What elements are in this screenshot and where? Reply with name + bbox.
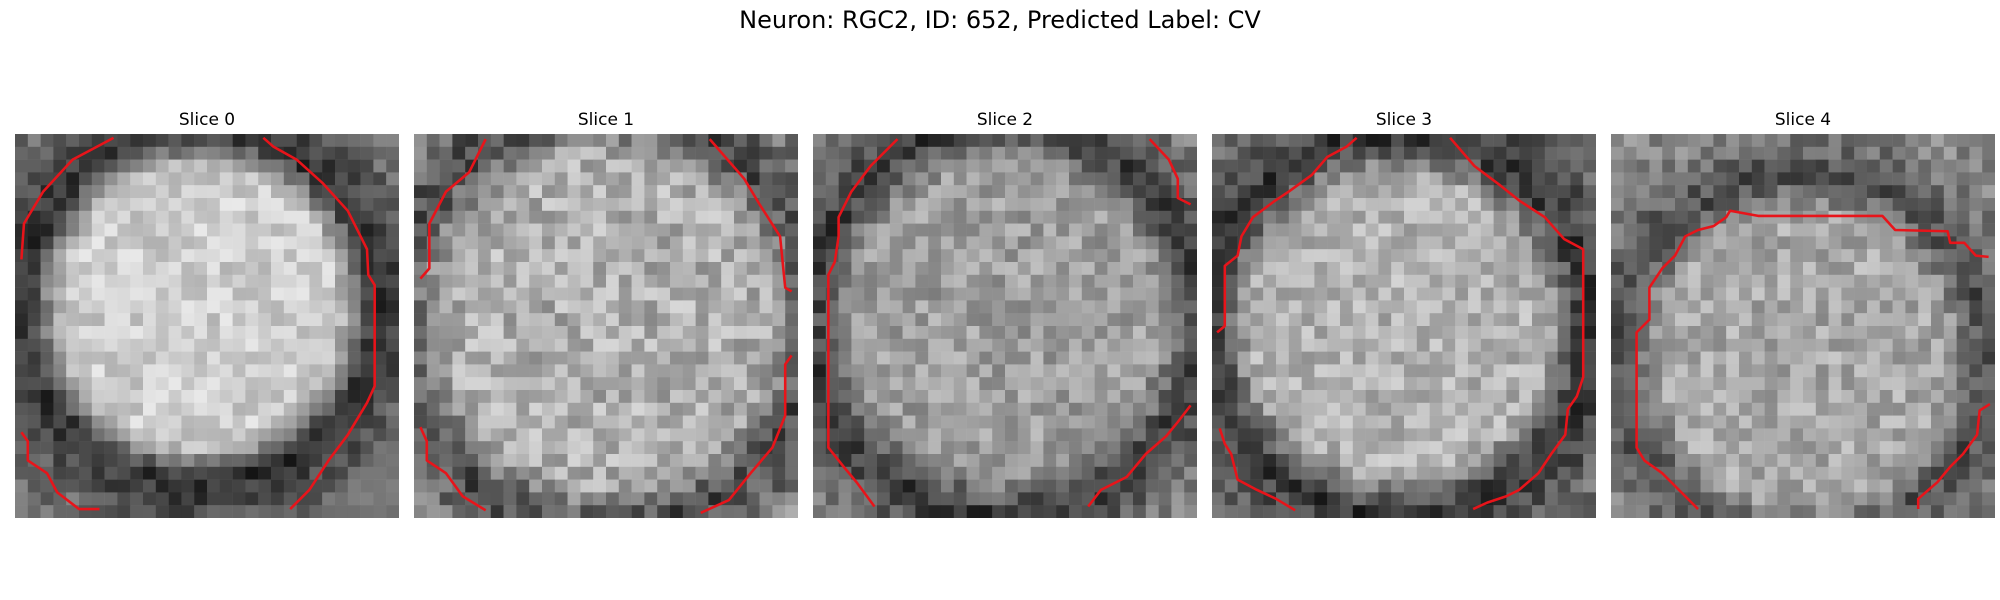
slice-image-0: [15, 134, 399, 518]
pixel-grid: [1611, 134, 1995, 518]
slice-image-2: [813, 134, 1197, 518]
cell-contour: [20, 136, 376, 511]
slice-panel-4: Slice 4: [1611, 108, 1995, 518]
pixel-grid: [813, 134, 1197, 518]
slice-title: Slice 2: [976, 110, 1034, 130]
slice-title: Slice 4: [1774, 110, 1832, 130]
slice-title: Slice 0: [178, 110, 236, 130]
cell-contour: [827, 138, 1192, 508]
slice-panel-2: Slice 2: [813, 108, 1197, 518]
cell-contour: [1216, 136, 1585, 512]
slice-title: Slice 1: [577, 110, 635, 130]
slice-image-4: [1611, 134, 1995, 518]
slice-panel-3: Slice 3: [1212, 108, 1596, 518]
slice-panel-0: Slice 0: [15, 108, 399, 518]
pixel-grid: [414, 134, 798, 518]
pixel-grid: [15, 134, 399, 518]
cell-contour: [419, 138, 793, 515]
cell-contour: [1635, 209, 1991, 510]
slice-image-1: [414, 134, 798, 518]
pixel-grid: [1212, 134, 1596, 518]
slice-panel-1: Slice 1: [414, 108, 798, 518]
slice-image-3: [1212, 134, 1596, 518]
figure-title: Neuron: RGC2, ID: 652, Predicted Label: …: [739, 6, 1261, 34]
slice-title: Slice 3: [1375, 110, 1433, 130]
